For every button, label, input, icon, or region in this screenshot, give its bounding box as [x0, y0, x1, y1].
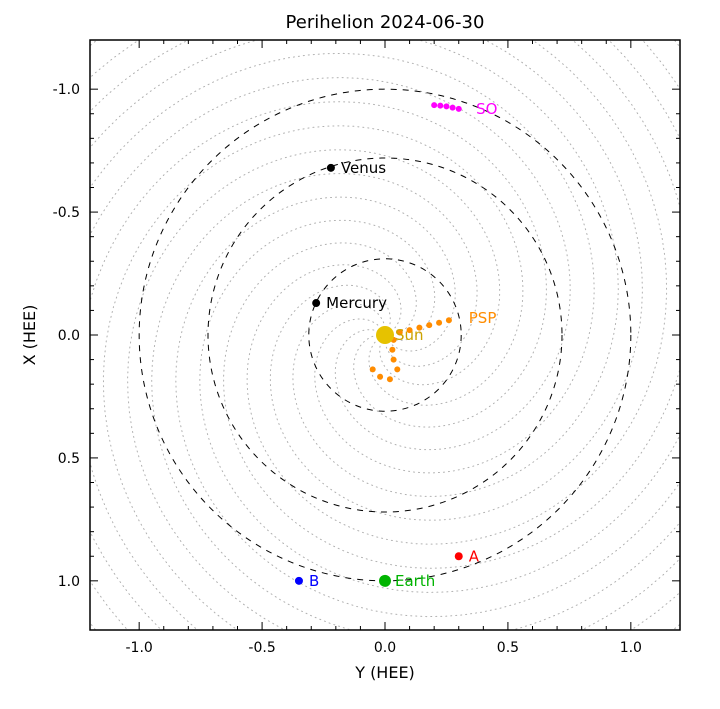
stereo-b-marker: [295, 577, 303, 585]
psp-trail-dot: [387, 376, 393, 382]
psp-trail-dot: [394, 366, 400, 372]
ytick-label: 1.0: [58, 574, 80, 590]
heliocentric-chart: Sun Mercury Venus Earth A B PSP SO -1.0 -0.5 0.0 0.…: [0, 0, 720, 709]
ytick-label: 0.5: [58, 451, 80, 467]
earth-marker: [379, 575, 391, 587]
sun-marker: [376, 326, 394, 344]
so-label: SO: [476, 100, 497, 118]
sun-label: Sun: [395, 326, 424, 344]
psp-trail-dot: [370, 366, 376, 372]
psp-trail-dot: [391, 357, 397, 363]
so-trail-dot: [450, 105, 456, 111]
ytick-label: -1.0: [53, 82, 80, 98]
stereo-a-label: A: [469, 547, 480, 565]
stereo-b-label: B: [309, 572, 319, 590]
venus-label: Venus: [341, 159, 386, 177]
xtick-label: -0.5: [248, 640, 275, 656]
parker-spiral: [55, 78, 570, 709]
mercury-label: Mercury: [326, 294, 387, 312]
parker-spiral: [63, 0, 690, 568]
psp-trail-dot: [436, 320, 442, 326]
psp-label: PSP: [469, 309, 497, 327]
xtick-label: 0.0: [374, 640, 396, 656]
parker-spiral: [79, 102, 706, 709]
parker-spiral: [30, 53, 594, 709]
parker-spiral: [200, 0, 715, 592]
so-trail-dot: [456, 106, 462, 112]
stereo-a-marker: [455, 552, 463, 560]
so-trail-dot: [431, 102, 437, 108]
psp-trail-dot: [389, 347, 395, 353]
parker-spiral: [0, 0, 667, 544]
xtick-label: 0.5: [497, 640, 519, 656]
so-trail-dot: [443, 103, 449, 109]
chart-title: Perihelion 2024-06-30: [286, 12, 485, 33]
psp-trail-dot: [377, 374, 383, 380]
ytick-label: 0.0: [58, 328, 80, 344]
xtick-label: -1.0: [126, 640, 153, 656]
y-axis-label: X (HEE): [20, 305, 39, 366]
psp-trail-dot: [446, 317, 452, 323]
ytick-label: -0.5: [53, 205, 80, 221]
xtick-label: 1.0: [620, 640, 642, 656]
parker-spiral: [103, 126, 720, 690]
x-axis-label: Y (HEE): [354, 663, 415, 682]
earth-label: Earth: [395, 572, 435, 590]
parker-spiral: [176, 0, 720, 617]
psp-trail-dot: [426, 322, 432, 328]
venus-marker: [327, 164, 335, 172]
so-trail-dot: [437, 103, 443, 109]
mercury-marker: [312, 299, 320, 307]
